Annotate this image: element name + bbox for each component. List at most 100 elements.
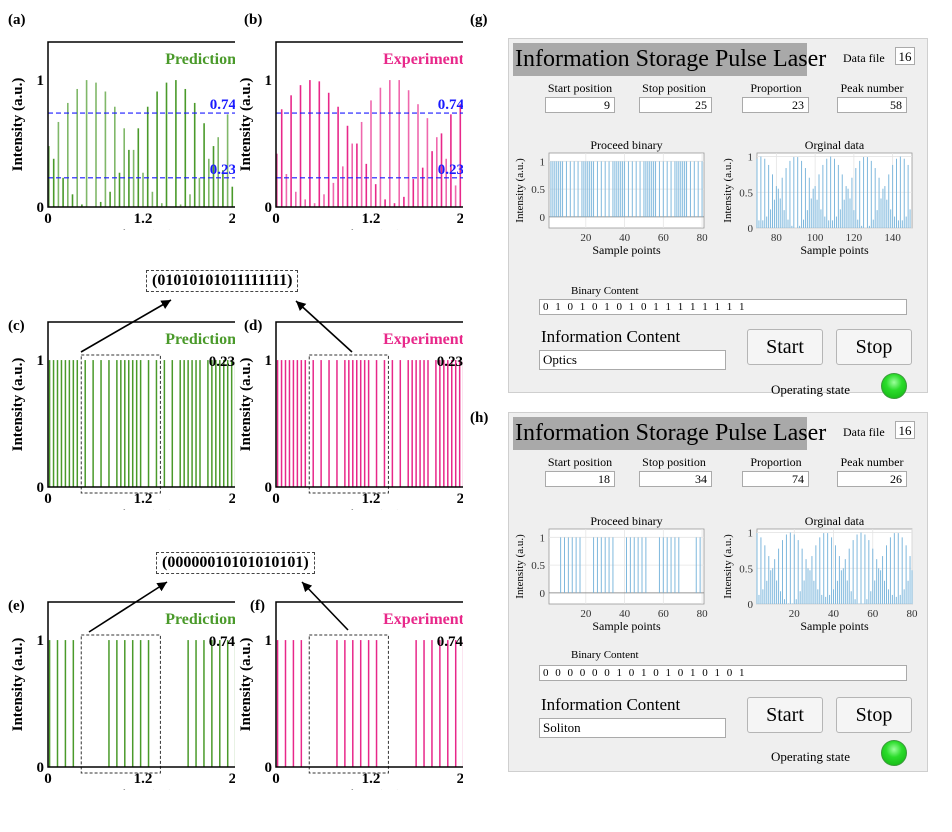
panel-label-b: (b) [244,12,263,28]
proportion-field[interactable]: 23 [742,97,809,113]
y-tick-label: 0 [37,200,45,216]
x-tick-label: 20 [789,608,801,620]
plot-title: Orginal data [805,138,865,152]
gui-panel-g: Information Storage Pulse Laser Data fil… [508,38,928,399]
x-tick-label: 20 [580,232,592,244]
proceed-binary-plot: Proceed binary 20 40 60 80 0 0.5 1 Sample points… [514,138,709,257]
x-axis-label: Sample points [592,619,661,633]
information-content-field[interactable]: Optics [539,350,726,370]
threshold-label: 0.74 [438,97,463,113]
x-tick-label: 0 [44,211,52,227]
x-axis-label: Sample points [800,243,869,257]
plot-title: Orginal data [805,514,865,528]
binary-code-box-ef: (00000010101010101) [156,552,315,574]
chart-d: 0.23 Experiment 0 1.2 2.4 0 1 Time (μs) Intensit… [238,321,463,510]
x-tick-label: 2.4 [229,211,235,227]
binary-content-label: Binary Content [571,285,639,297]
x-tick-label: 0 [44,491,52,507]
x-tick-label: 1.2 [362,491,381,507]
x-axis-label: Sample points [592,243,661,257]
stop-button[interactable]: Stop [836,329,912,365]
start-button[interactable]: Start [747,329,823,365]
start-position-field[interactable]: 18 [545,471,615,487]
y-tick-label: 0 [265,480,273,496]
x-tick-label: 80 [907,608,919,620]
proportion-annotation: 0.74 [437,634,463,650]
x-tick-label: 60 [658,608,670,620]
panel-label-f: (f) [250,598,265,614]
x-tick-label: 80 [697,232,709,244]
information-content-label: Information Content [541,695,681,714]
y-tick-label: 0 [37,480,45,496]
stop-position-label: Stop position [642,455,706,469]
legend-label: Prediction [165,51,235,68]
x-tick-label: 40 [619,608,631,620]
x-tick-label: 2.4 [457,211,463,227]
panel-label-h: (h) [470,410,489,426]
panel-label-c: (c) [8,318,25,334]
y-tick-label: 0.5 [531,184,545,196]
stop-button[interactable]: Stop [836,697,912,733]
y-tick-label: 1 [37,353,45,369]
x-tick-label: 80 [697,608,709,620]
peak-number-field[interactable]: 26 [837,471,907,487]
panel-label-d: (d) [244,318,263,334]
threshold-label: 0.74 [210,97,235,113]
x-tick-label: 2.4 [229,771,235,787]
proportion-label: Proportion [750,455,802,469]
app-title: Information Storage Pulse Laser [513,417,826,450]
y-tick-label: 0.5 [739,187,753,199]
start-button[interactable]: Start [747,697,823,733]
y-tick-label: 0 [748,599,754,611]
status-led-icon [881,373,907,399]
data-file-field[interactable]: 16 [895,421,915,439]
chart-a: 0.74 0.23 Prediction 0 1.2 2.4 0 1 Time (μs) Inte… [10,41,235,230]
legend-label: Experiment [383,331,463,348]
binary-content-field[interactable]: 0 1 0 1 0 1 0 1 0 1 1 1 1 1 1 1 1 [539,299,907,315]
proportion-annotation: 0.23 [209,354,235,370]
y-tick-label: 0 [540,212,546,224]
x-axis-label: Time (μs) [340,228,401,230]
y-axis-label: Intensity (a.u.) [238,358,254,452]
y-tick-label: 1 [748,152,754,164]
proceed-binary-plot: Proceed binary 20 40 60 80 0 0.5 1 Sample points… [514,514,709,633]
plot-title: Proceed binary [590,138,662,152]
plot-frame [47,41,235,208]
stop-position-field[interactable]: 34 [639,471,712,487]
highlight-box [80,354,161,494]
y-tick-label: 1 [540,532,546,544]
information-content-label: Information Content [541,327,681,346]
x-tick-label: 1.2 [134,771,153,787]
plot-frame [275,601,463,768]
x-tick-label: 0 [272,211,280,227]
legend-label: Prediction [165,611,235,628]
x-axis-label: Time (μs) [112,508,173,510]
x-tick-label: 0 [272,491,280,507]
y-axis-label: Intensity (a.u.) [722,534,734,599]
x-tick-label: 40 [619,232,631,244]
x-tick-label: 40 [828,608,840,620]
y-tick-label: 0 [540,588,546,600]
plot-frame [275,321,463,488]
peak-number-label: Peak number [840,81,904,95]
x-tick-label: 60 [867,608,879,620]
stop-position-field[interactable]: 25 [639,97,712,113]
y-tick-label: 1 [540,156,546,168]
proportion-field[interactable]: 74 [742,471,809,487]
x-tick-label: 2.4 [457,491,463,507]
original-data-plot: Orginal data 80 100 120 140 0 0.5 1 Sample point… [722,138,913,257]
panel-label-a: (a) [8,12,26,28]
start-position-field[interactable]: 9 [545,97,615,113]
x-axis-label: Sample points [800,619,869,633]
data-file-label: Data file [843,51,885,65]
data-file-field[interactable]: 16 [895,47,915,65]
plot-frame [275,41,463,208]
stop-position-label: Stop position [642,81,706,95]
x-axis-label: Time (μs) [112,228,173,230]
proportion-label: Proportion [750,81,802,95]
proportion-annotation: 0.23 [437,354,463,370]
information-content-field[interactable]: Soliton [539,718,726,738]
peak-number-field[interactable]: 58 [837,97,907,113]
binary-content-label: Binary Content [571,649,639,661]
binary-content-field[interactable]: 0 0 0 0 0 0 1 0 1 0 1 0 1 0 1 0 1 [539,665,907,681]
